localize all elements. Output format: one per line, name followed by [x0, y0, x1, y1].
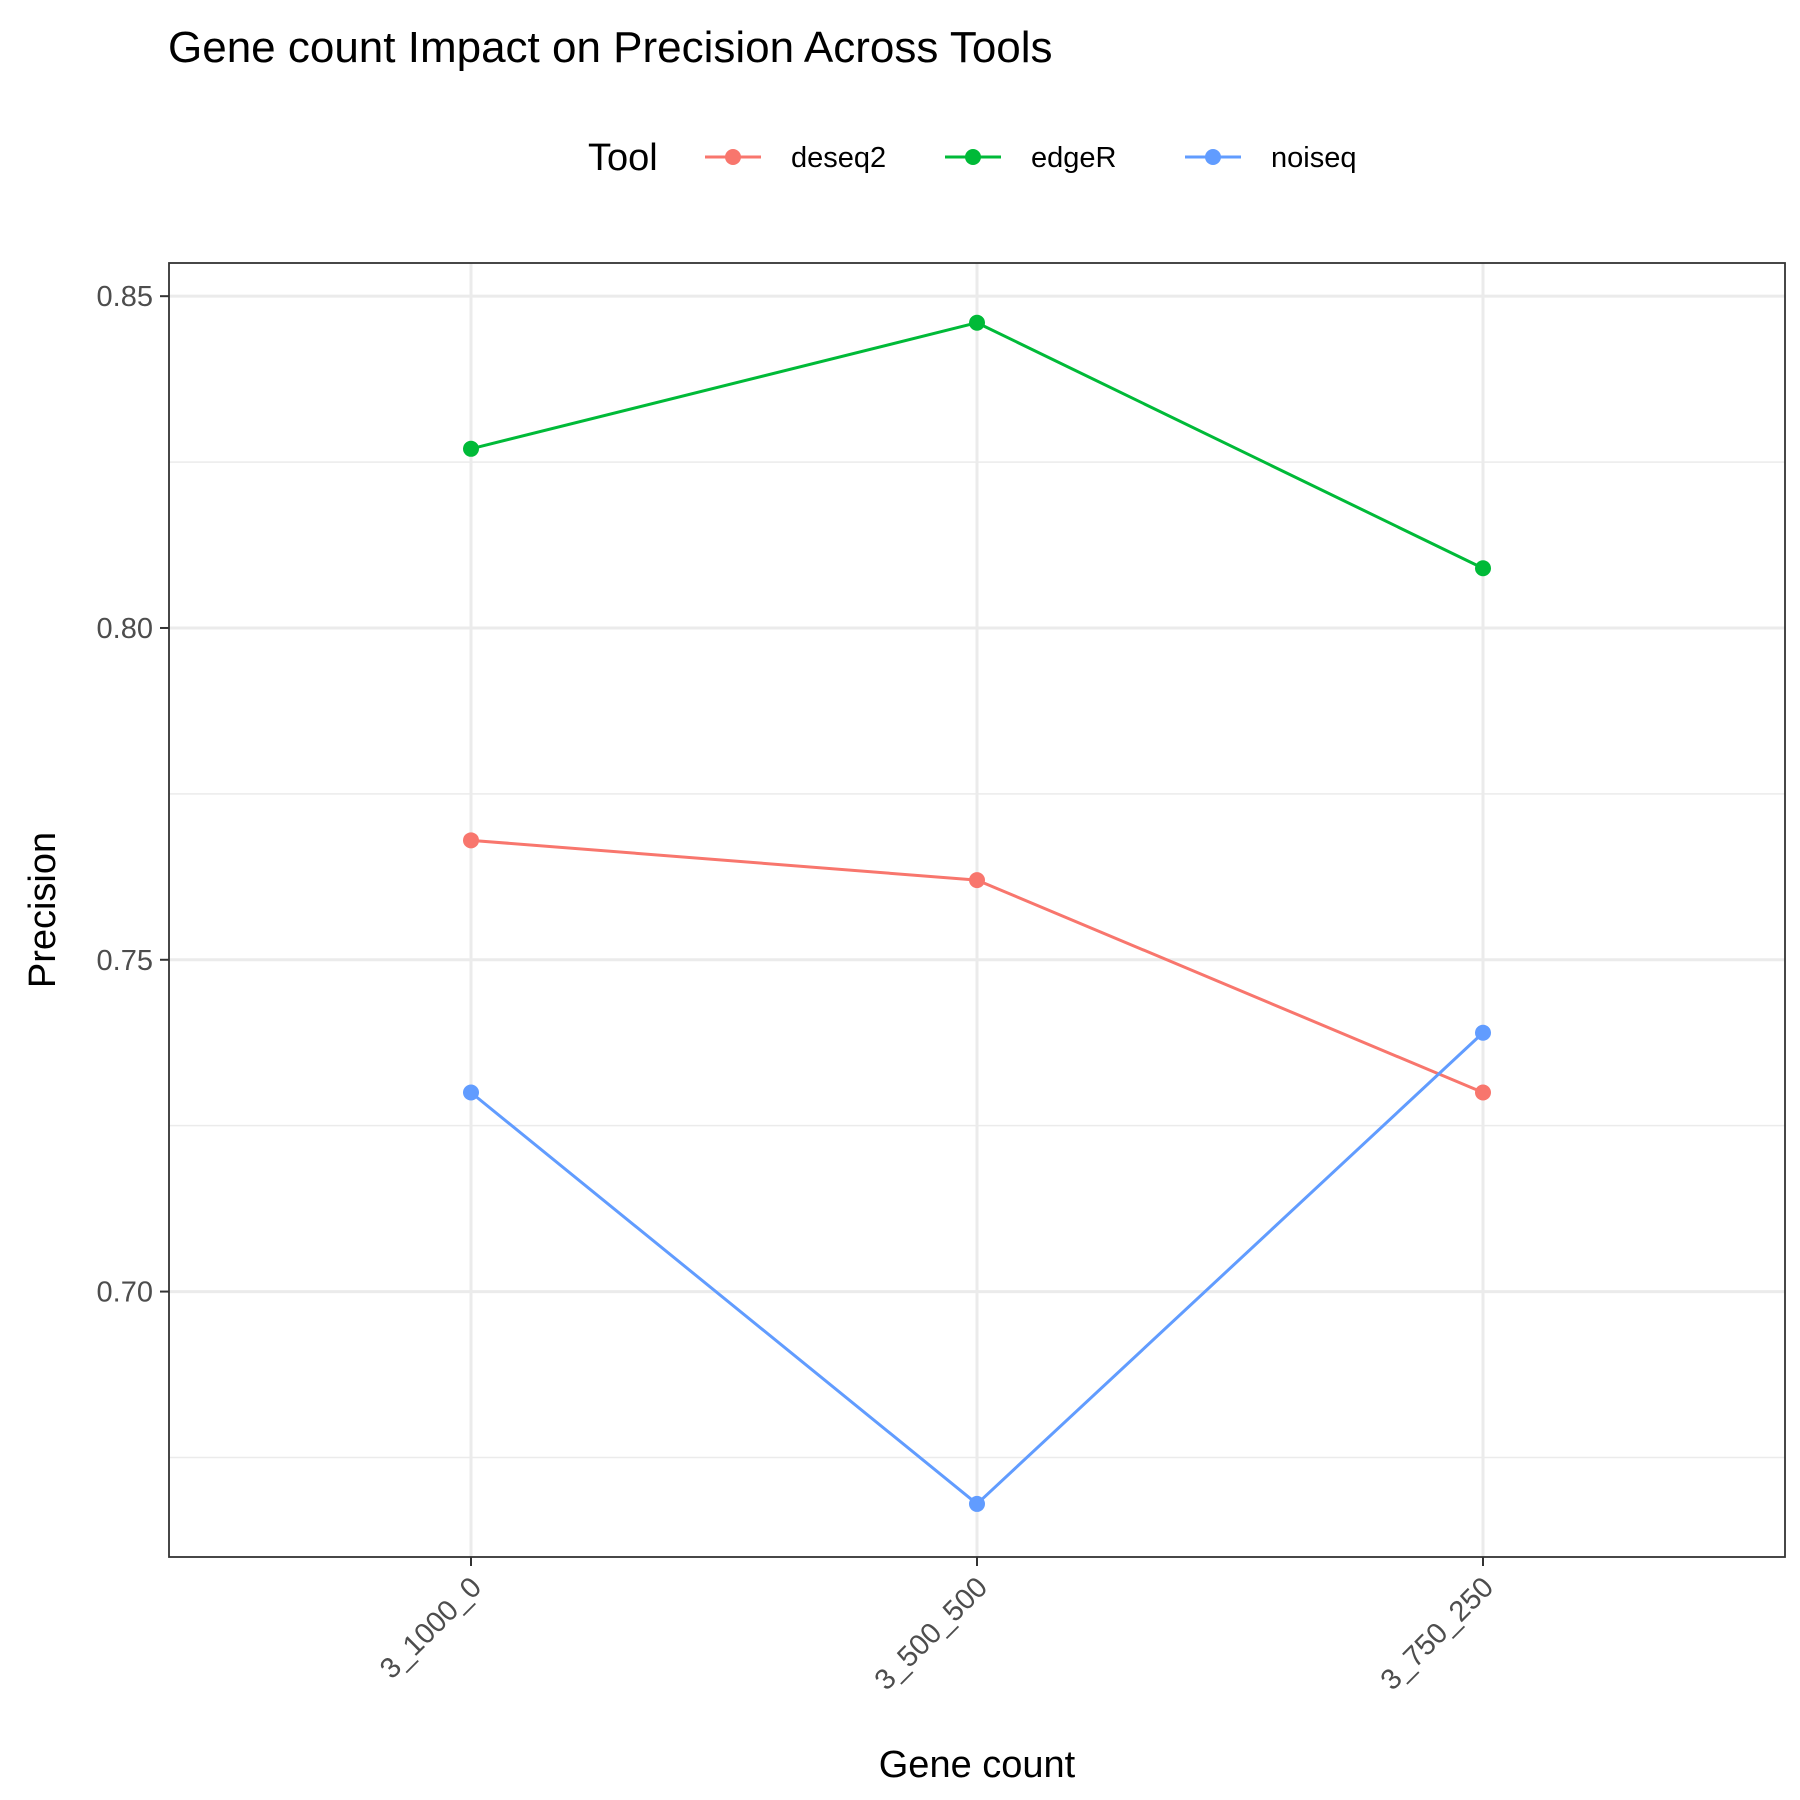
- y-tick-label: 0.75: [97, 945, 153, 977]
- series-noiseq: [463, 1024, 1491, 1512]
- legend-key-point: [965, 149, 981, 165]
- x-tick-label: 3_500_500: [869, 1571, 994, 1696]
- legend-item-edgeR: edgeR: [945, 142, 1116, 174]
- x-axis-title: Gene count: [879, 1744, 1076, 1786]
- chart-title: Gene count Impact on Precision Across To…: [168, 23, 1053, 72]
- data-point: [969, 1495, 985, 1512]
- data-point: [969, 872, 985, 889]
- legend-label: noiseq: [1271, 142, 1356, 174]
- y-tick-label: 0.85: [97, 281, 153, 313]
- legend-key-point: [725, 149, 741, 165]
- legend: Tool deseq2 edgeR noiseq: [588, 137, 1356, 179]
- x-tick-label: 3_750_250: [1375, 1571, 1500, 1696]
- legend-title: Tool: [588, 137, 658, 179]
- legend-key-point: [1205, 149, 1221, 165]
- data-point: [463, 440, 479, 457]
- legend-label: edgeR: [1031, 142, 1116, 174]
- series-edgeR: [463, 314, 1491, 577]
- legend-item-deseq2: deseq2: [705, 142, 886, 174]
- data-point: [969, 314, 985, 331]
- data-point: [1475, 1024, 1491, 1041]
- data-point: [463, 832, 479, 849]
- data-point: [1475, 1084, 1491, 1101]
- data-point: [1475, 560, 1491, 577]
- x-tick-label: 3_1000_0: [374, 1571, 488, 1685]
- series-deseq2: [463, 832, 1491, 1101]
- y-axis-title: Precision: [22, 832, 64, 988]
- y-tick-label: 0.80: [97, 613, 153, 645]
- y-tick-label: 0.70: [97, 1277, 153, 1309]
- legend-label: deseq2: [791, 142, 886, 174]
- legend-item-noiseq: noiseq: [1185, 142, 1356, 174]
- data-point: [463, 1084, 479, 1101]
